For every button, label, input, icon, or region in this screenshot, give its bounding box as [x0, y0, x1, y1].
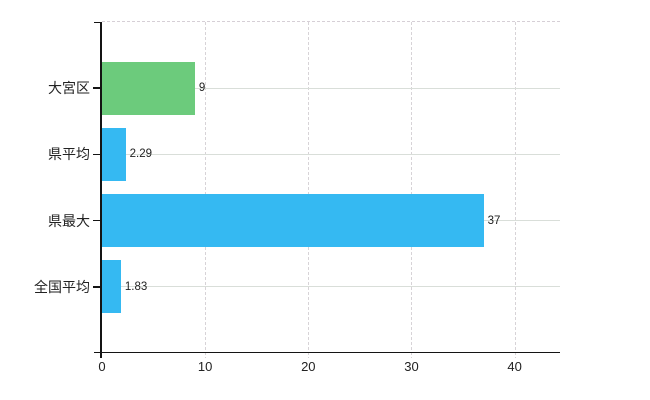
x-gridline [308, 22, 310, 358]
x-tick-label: 20 [301, 359, 316, 374]
category-label: 県最大 [48, 212, 90, 229]
x-gridline [514, 22, 516, 358]
y-axis-line [100, 22, 102, 358]
bar-value-label: 9 [198, 82, 206, 95]
y-axis-tick [93, 286, 102, 288]
bar-value-label: 2.29 [129, 148, 152, 161]
bar [102, 194, 484, 248]
x-tick-label: 10 [197, 359, 213, 374]
x-tick-label: 40 [507, 359, 522, 374]
category-label: 大宮区 [48, 80, 90, 97]
x-gridline [205, 22, 207, 358]
bar-value-label: 1.83 [124, 280, 148, 293]
y-axis-tick [93, 219, 102, 222]
x-tick-label: 30 [404, 359, 419, 374]
bar [102, 127, 126, 181]
y-axis-tick [93, 87, 102, 89]
y-axis-top-tick [94, 21, 102, 23]
x-tick-label: 0 [98, 359, 106, 374]
bar [102, 61, 195, 115]
y-gridline [102, 286, 560, 288]
x-gridline [411, 22, 413, 358]
y-gridline [102, 153, 560, 155]
y-gridline [102, 87, 560, 89]
plot-top-border [102, 21, 560, 22]
bar [102, 260, 121, 314]
bar-value-label: 37 [487, 214, 501, 227]
category-label: 全国平均 [34, 278, 90, 295]
category-label: 県平均 [48, 146, 90, 163]
y-axis-tick [93, 153, 102, 156]
x-axis-line [94, 351, 560, 353]
